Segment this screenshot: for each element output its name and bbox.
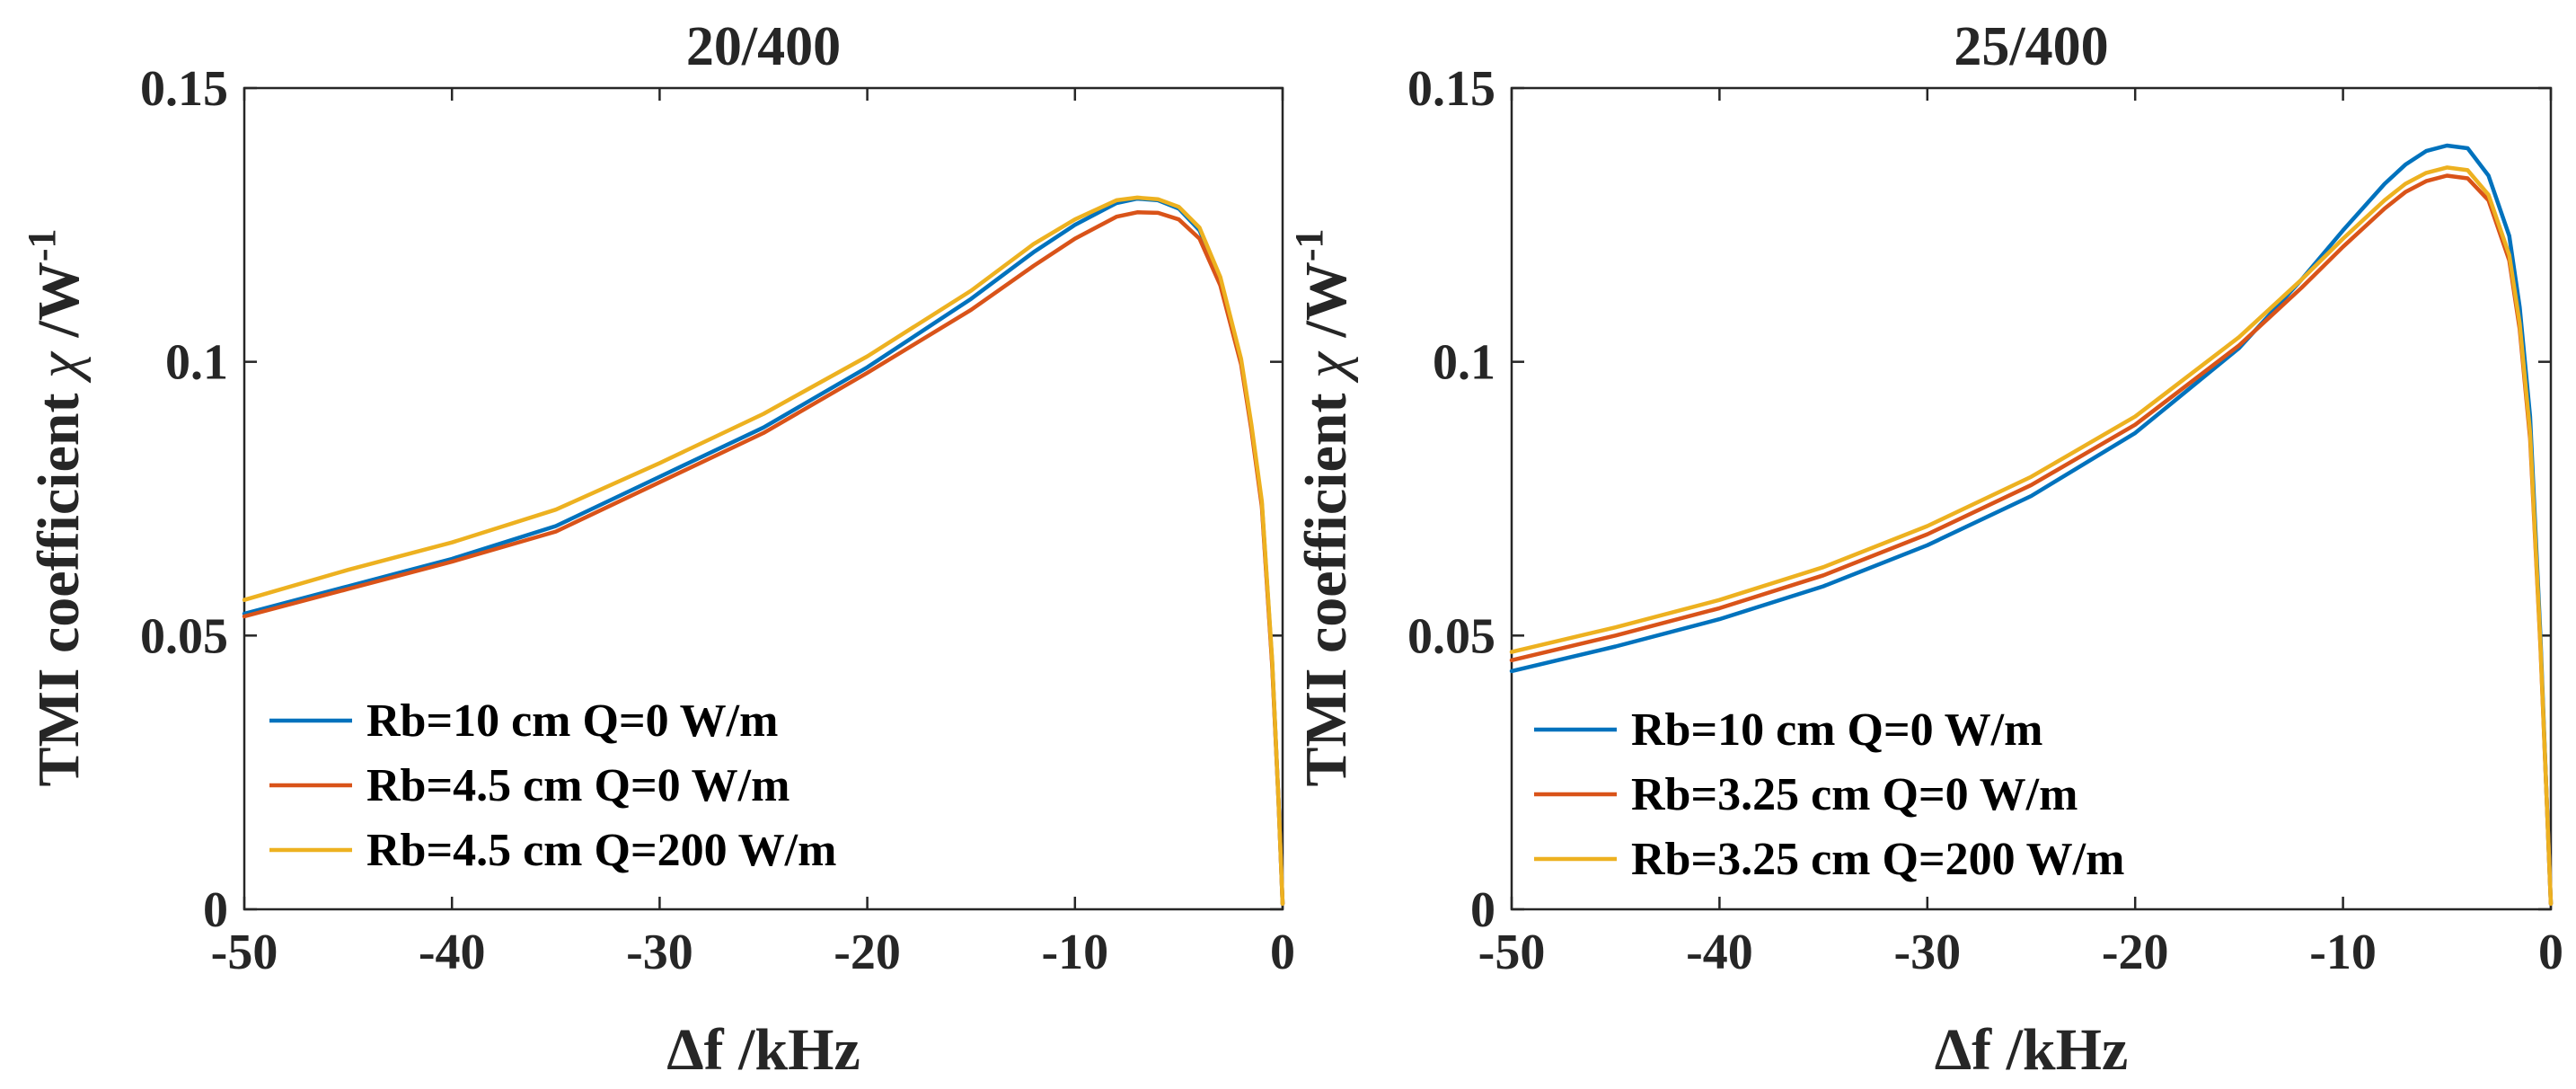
legend: Rb=10 cm Q=0 W/m Rb=3.25 cm Q=0 W/m Rb=3.2… — [1534, 704, 2124, 885]
series-line-3 — [242, 195, 1285, 907]
y-axis-label-text: TMI coefficient — [1293, 378, 1359, 787]
x-tick-label: -20 — [2102, 925, 2169, 980]
x-tick-label: -40 — [419, 925, 486, 980]
legend: Rb=10 cm Q=0 W/m Rb=4.5 cm Q=0 W/m Rb=4.5 … — [269, 695, 836, 876]
y-axis-label-superscript: -1 — [1287, 228, 1331, 261]
x-tick-label: -30 — [626, 925, 693, 980]
y-axis-label: TMI coefficient χ /W-1 — [20, 228, 92, 786]
legend-label: Rb=4.5 cm Q=0 W/m — [366, 760, 790, 811]
x-axis-label: Δf /kHz — [666, 1017, 860, 1083]
y-tick-label: 0.15 — [1407, 61, 1495, 117]
legend-label: Rb=3.25 cm Q=0 W/m — [1631, 769, 2078, 820]
x-axis-label-symbol: Δ — [1935, 1017, 1972, 1083]
y-axis-label-unit: /W — [1293, 261, 1359, 352]
x-tick-label: 0 — [1270, 925, 1295, 980]
chart-panel-1: 20/400 -50 -40 -30 -20 -10 0 0 0.05 0.1 0.15 Δf /kH… — [20, 16, 1295, 1083]
y-axis-label-superscript: -1 — [20, 228, 64, 261]
x-axis-label-text: f /kHz — [1972, 1017, 2128, 1083]
x-tick-label: 0 — [2538, 925, 2563, 980]
chart-title: 20/400 — [686, 16, 841, 77]
y-axis-label-symbol: χ — [26, 350, 92, 384]
series-line-3 — [1509, 165, 2554, 907]
y-axis-label-text: TMI coefficient — [26, 378, 92, 787]
y-tick-label: 0.1 — [1433, 335, 1495, 391]
y-tick-label: 0.05 — [1407, 608, 1495, 664]
y-axis-label: TMI coefficient χ /W-1 — [1287, 228, 1359, 786]
x-tick-label: -50 — [211, 925, 278, 980]
x-axis-label-text: f /kHz — [704, 1017, 860, 1083]
y-tick-label: 0.05 — [140, 608, 228, 664]
y-tick-label: 0.15 — [140, 61, 228, 117]
y-axis-label-symbol: χ — [1293, 350, 1359, 384]
x-tick-label: -20 — [834, 925, 901, 980]
x-tick-label: -30 — [1893, 925, 1961, 980]
axes-frame — [1510, 86, 2553, 911]
legend-label: Rb=4.5 cm Q=200 W/m — [366, 825, 836, 876]
legend-label: Rb=10 cm Q=0 W/m — [366, 695, 778, 747]
y-tick-label: 0.1 — [165, 335, 228, 391]
x-axis-label-symbol: Δ — [666, 1017, 703, 1083]
x-tick-label: -10 — [2309, 925, 2377, 980]
y-tick-label: 0 — [1470, 882, 1495, 938]
y-axis-label-unit: /W — [26, 261, 92, 352]
x-tick-label: -40 — [1686, 925, 1753, 980]
x-tick-label: -50 — [1478, 925, 1546, 980]
chart-title: 25/400 — [1954, 16, 2108, 77]
legend-label: Rb=10 cm Q=0 W/m — [1631, 704, 2042, 756]
x-axis-label: Δf /kHz — [1935, 1017, 2129, 1083]
chart-panel-2: 25/400 -50 -40 -30 -20 -10 0 0 0.05 0.1 0.15 Δf /kH… — [1287, 16, 2563, 1083]
x-tick-label: -10 — [1041, 925, 1108, 980]
legend-label: Rb=3.25 cm Q=200 W/m — [1631, 834, 2124, 885]
axes-frame — [243, 86, 1284, 911]
y-tick-label: 0 — [203, 882, 228, 938]
